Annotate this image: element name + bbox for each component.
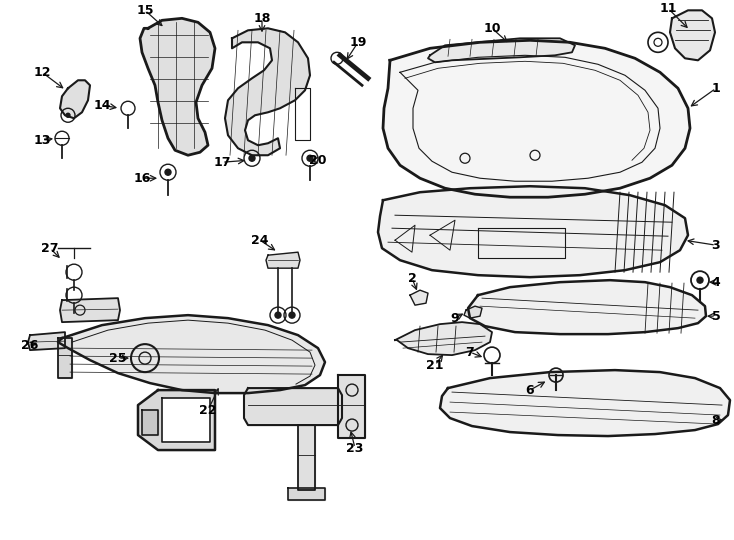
Circle shape (165, 169, 171, 175)
Polygon shape (464, 306, 482, 318)
Text: 2: 2 (407, 272, 416, 285)
Polygon shape (58, 315, 325, 393)
Text: 1: 1 (712, 82, 720, 95)
Text: 26: 26 (21, 339, 39, 352)
Polygon shape (225, 28, 310, 155)
Text: 24: 24 (251, 234, 269, 247)
Text: 20: 20 (309, 154, 327, 167)
Text: 9: 9 (451, 312, 459, 325)
Polygon shape (395, 322, 492, 355)
Polygon shape (140, 18, 215, 155)
Polygon shape (383, 40, 690, 197)
Text: 23: 23 (346, 442, 363, 455)
Text: 14: 14 (93, 99, 111, 112)
Text: 15: 15 (137, 4, 153, 17)
Text: 7: 7 (465, 346, 474, 359)
Text: 18: 18 (253, 12, 271, 25)
Polygon shape (670, 10, 715, 60)
Polygon shape (338, 375, 365, 438)
Polygon shape (410, 290, 428, 305)
Polygon shape (138, 390, 215, 450)
Polygon shape (428, 38, 575, 62)
Text: 19: 19 (349, 36, 367, 49)
Polygon shape (288, 488, 325, 500)
Text: 27: 27 (41, 242, 59, 255)
Text: 12: 12 (33, 66, 51, 79)
Text: 8: 8 (712, 414, 720, 427)
Text: 17: 17 (214, 156, 230, 168)
Polygon shape (58, 338, 72, 378)
Text: 21: 21 (426, 359, 444, 372)
Polygon shape (142, 410, 158, 435)
Polygon shape (298, 425, 315, 490)
Text: 10: 10 (483, 22, 501, 35)
Text: 6: 6 (526, 383, 534, 396)
Text: 4: 4 (712, 275, 720, 289)
Text: 22: 22 (199, 403, 217, 416)
Polygon shape (162, 398, 210, 442)
Text: 3: 3 (712, 239, 720, 252)
Circle shape (697, 277, 703, 283)
Text: 16: 16 (134, 172, 150, 185)
Circle shape (307, 155, 313, 161)
Circle shape (66, 113, 70, 117)
Text: 13: 13 (33, 134, 51, 147)
Polygon shape (468, 280, 706, 334)
Polygon shape (440, 370, 730, 436)
Polygon shape (60, 80, 90, 118)
Text: 5: 5 (712, 309, 720, 322)
Circle shape (249, 155, 255, 161)
Polygon shape (244, 388, 342, 425)
Polygon shape (60, 298, 120, 322)
Circle shape (275, 312, 281, 318)
Circle shape (289, 312, 295, 318)
Polygon shape (378, 186, 688, 277)
Polygon shape (28, 332, 65, 350)
Text: 25: 25 (109, 352, 127, 365)
Polygon shape (266, 252, 300, 268)
Text: 11: 11 (659, 2, 677, 15)
